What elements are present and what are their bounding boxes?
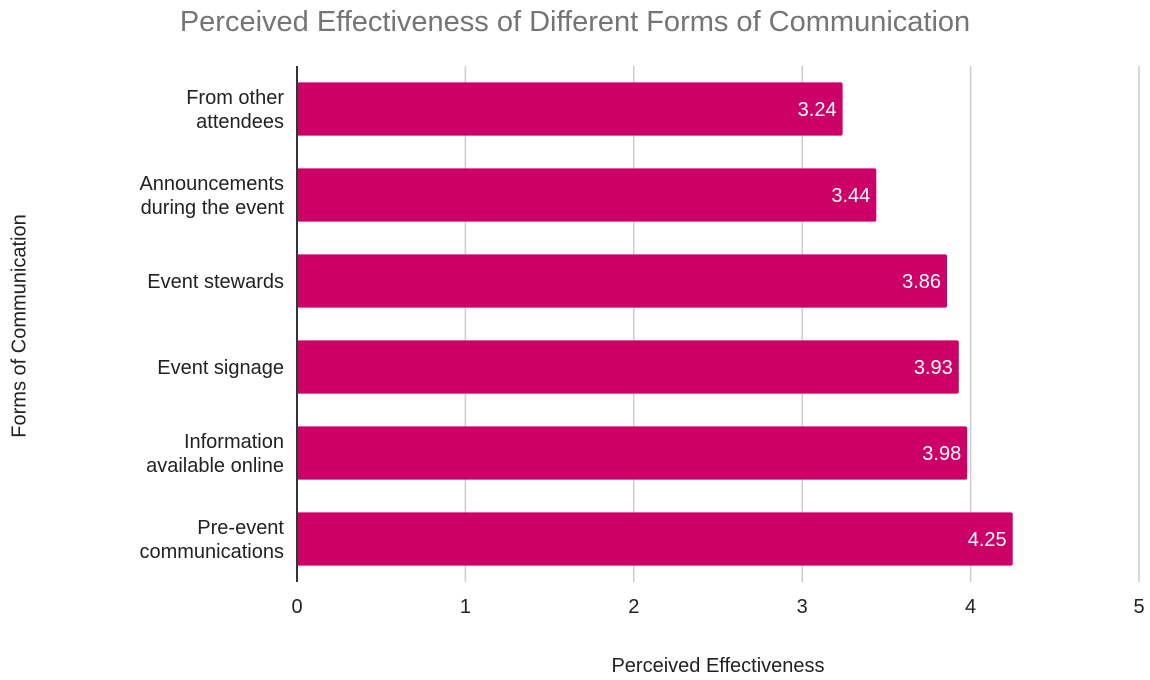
bar-1 <box>297 82 843 136</box>
data-label-2: 3.44 <box>831 185 870 207</box>
bar-2 <box>297 168 877 222</box>
data-label-5: 3.98 <box>922 443 961 465</box>
category-label-2: Announcements during the event <box>139 173 284 219</box>
bar-4 <box>297 340 959 394</box>
data-label-6: 4.25 <box>968 529 1007 551</box>
bars <box>297 82 1013 566</box>
data-label-1: 3.24 <box>798 99 837 121</box>
x-tick-label-1: 1 <box>460 596 471 618</box>
data-label-4: 3.93 <box>914 357 953 379</box>
category-label-5: Information available online <box>146 431 284 477</box>
data-label-3: 3.86 <box>902 271 941 293</box>
bar-5 <box>297 426 968 480</box>
category-label-4: Event signage <box>157 357 284 379</box>
x-tick-label-0: 0 <box>291 596 302 618</box>
x-tick-label-5: 5 <box>1133 596 1144 618</box>
x-axis-title: Perceived Effectiveness <box>611 655 825 677</box>
category-label-6: Pre-event communications <box>139 517 284 563</box>
category-label-1: From other attendees <box>186 87 284 133</box>
x-tick-label-2: 2 <box>628 596 639 618</box>
bar-6 <box>297 512 1013 566</box>
chart-title: Perceived Effectiveness of Different For… <box>179 6 971 38</box>
x-tick-label-3: 3 <box>797 596 808 618</box>
gridlines <box>464 66 1140 582</box>
x-tick-label-4: 4 <box>965 596 976 618</box>
labels: 0 1 2 3 4 5 3.24 From other attendees 3.44 Announc… <box>139 87 1144 618</box>
bar-3 <box>297 254 948 308</box>
category-label-3: Event stewards <box>147 271 284 293</box>
